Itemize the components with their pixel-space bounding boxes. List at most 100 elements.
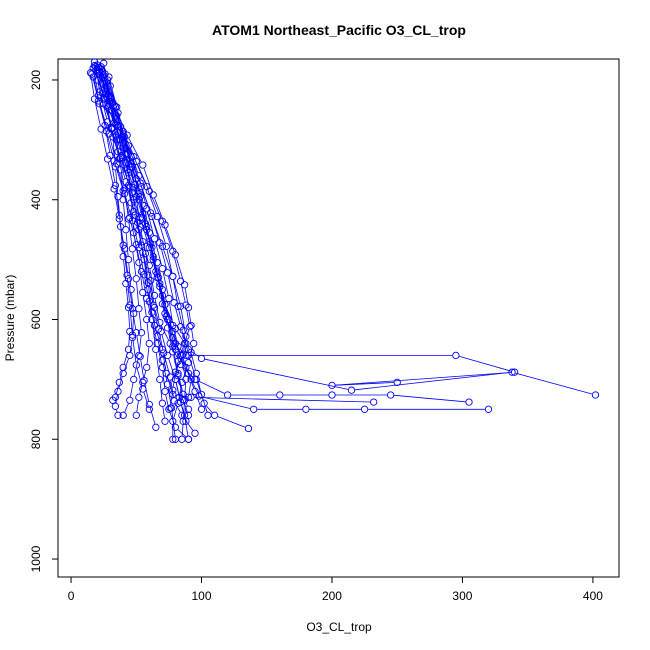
series-segment <box>177 429 187 438</box>
x-axis-label: O3_CL_trop <box>306 620 372 634</box>
data-point <box>144 278 152 287</box>
series-21 <box>94 63 193 419</box>
data-point <box>174 302 182 310</box>
data-point <box>115 378 123 387</box>
series-segment <box>155 310 161 329</box>
series-segment <box>181 358 186 376</box>
series-segment <box>133 203 139 227</box>
data-point <box>120 185 129 193</box>
series-segment <box>123 352 128 365</box>
series-26 <box>97 63 190 412</box>
series-segment <box>136 248 142 269</box>
data-point <box>145 400 153 409</box>
series-segment <box>165 228 175 252</box>
series-segment <box>191 355 196 370</box>
series-segment <box>149 250 157 275</box>
series-segment <box>150 284 155 305</box>
series-segment <box>94 102 101 126</box>
series-segment <box>176 357 183 370</box>
data-point <box>165 294 173 303</box>
data-point <box>94 63 103 72</box>
data-point <box>302 405 310 413</box>
x-tick-label: 400 <box>583 589 603 603</box>
data-point <box>140 270 148 279</box>
series-segment <box>139 197 145 221</box>
series-segment <box>137 164 149 189</box>
data-point <box>591 391 600 399</box>
series-segment <box>188 382 191 394</box>
data-point <box>166 404 174 412</box>
data-point <box>137 329 146 337</box>
series-segment <box>105 128 110 152</box>
series-segment <box>139 266 143 290</box>
data-point <box>169 348 177 356</box>
series-segment <box>107 162 114 186</box>
series-segment <box>185 329 190 341</box>
data-point <box>124 275 133 283</box>
data-point <box>169 386 177 394</box>
data-point <box>135 351 143 360</box>
series-segment <box>144 263 148 287</box>
data-point <box>139 385 147 393</box>
series-segment <box>173 279 181 303</box>
series-segment <box>125 287 129 304</box>
data-point <box>132 411 140 419</box>
data-point <box>158 300 167 308</box>
y-tick-label: 1000 <box>29 545 43 572</box>
series-segment <box>197 382 204 401</box>
data-point <box>106 151 114 160</box>
data-point <box>184 405 193 413</box>
data-point <box>119 411 127 419</box>
data-point <box>465 398 473 406</box>
series-segment <box>162 272 169 296</box>
data-point <box>143 363 151 372</box>
data-point <box>158 399 167 407</box>
series-segment <box>168 276 174 300</box>
data-point <box>139 161 147 169</box>
series-segment <box>127 278 130 302</box>
data-point <box>153 258 161 267</box>
data-point <box>157 327 165 336</box>
series-segment <box>157 339 162 357</box>
x-axis: 0 100 200 300 400 <box>68 576 603 603</box>
data-point <box>145 229 153 237</box>
series-segment <box>184 418 189 436</box>
data-point <box>130 375 138 384</box>
chart-title: ATOM1 Northeast_Pacific O3_CL_trop <box>212 22 466 38</box>
data-point <box>169 417 177 425</box>
data-point <box>184 351 193 360</box>
data-point <box>98 89 107 97</box>
data-point <box>148 308 156 316</box>
data-point <box>360 405 369 413</box>
data-point <box>131 180 139 188</box>
data-point <box>163 269 172 277</box>
data-point <box>197 390 206 399</box>
data-point <box>171 251 180 259</box>
data-point <box>161 387 169 396</box>
series-segment <box>184 288 189 305</box>
series-segment <box>135 187 143 211</box>
data-point <box>204 411 212 419</box>
series-segment <box>128 282 133 306</box>
data-point <box>508 368 516 376</box>
data-point <box>126 184 134 192</box>
data-point <box>182 332 190 340</box>
series-segment <box>170 380 174 398</box>
series-segment <box>129 340 133 352</box>
series-segment <box>183 339 186 351</box>
series-segment <box>173 406 178 418</box>
data-point <box>484 405 493 413</box>
series-segment <box>162 406 165 418</box>
series-segment <box>173 349 178 370</box>
series-segment <box>104 101 111 125</box>
series-segment <box>109 80 117 104</box>
data-point <box>179 326 187 334</box>
data-point <box>178 435 186 443</box>
series-segment <box>90 76 95 96</box>
x-tick-label: 0 <box>68 589 75 603</box>
series-segment <box>138 336 142 352</box>
series-segment <box>101 70 110 94</box>
series-segment <box>189 358 196 377</box>
series-segment <box>172 375 176 387</box>
series-segment <box>152 251 159 275</box>
